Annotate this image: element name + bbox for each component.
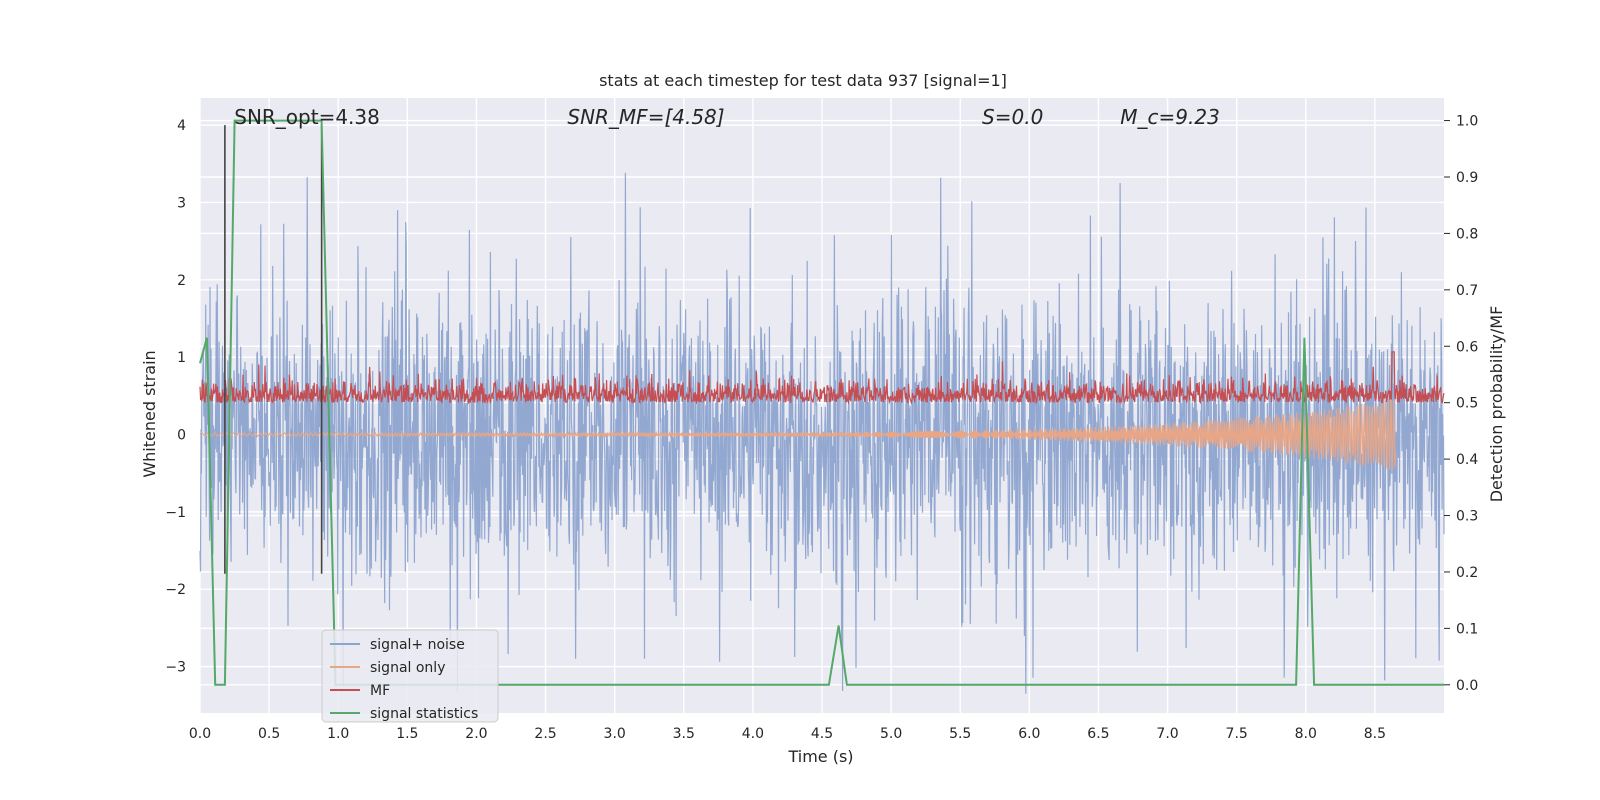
x-tick-label: 0.5 (258, 726, 280, 742)
x-tick-label: 7.5 (1226, 726, 1248, 742)
legend-entry: signal statistics (370, 706, 478, 722)
series-signal-only (199, 398, 1397, 470)
y-tick-label-left: −3 (165, 660, 186, 676)
x-tick-label: 8.5 (1364, 726, 1386, 742)
y-axis-label-left: Whitened strain (140, 350, 159, 477)
axes: 0.0 0.5 1.0 1.5 2.0 2.5 3.0 3.5 4.0 4.5 5.0 5.5 6.0 6… (165, 114, 1478, 742)
x-tick-label: 5.0 (880, 726, 902, 742)
annotation-snr-mf: SNR_MF=[4.58] (567, 105, 724, 129)
x-tick-label: 2.0 (465, 726, 487, 742)
y-tick-label-left: 1 (177, 350, 186, 366)
y-tick-label-right: 0.4 (1456, 452, 1478, 468)
legend-entry: MF (370, 683, 390, 699)
x-tick-label: 7.0 (1156, 726, 1178, 742)
series-mf (199, 351, 1445, 405)
y-tick-label-right: 0.5 (1456, 396, 1478, 412)
x-tick-label: 6.5 (1087, 726, 1109, 742)
y-tick-label-right: 0.8 (1456, 226, 1478, 242)
x-tick-label: 1.0 (327, 726, 349, 742)
x-tick-label: 3.5 (673, 726, 695, 742)
legend-entry: signal+ noise (370, 637, 465, 653)
y-tick-label-left: 4 (177, 118, 186, 134)
y-tick-label-right: 0.7 (1456, 283, 1478, 299)
y-tick-label-right: 1.0 (1456, 114, 1478, 130)
y-tick-label-left: −1 (165, 505, 186, 521)
y-tick-label-right: 0.0 (1456, 678, 1478, 694)
y-tick-label-left: 3 (177, 195, 186, 211)
x-tick-label: 3.0 (604, 726, 626, 742)
y-tick-label-right: 0.6 (1456, 339, 1478, 355)
y-tick-label-left: 2 (177, 273, 186, 289)
y-tick-label-left: 0 (177, 428, 186, 444)
series-layer (199, 119, 1445, 694)
annotation-mc-value: M_c=9.23 (1120, 105, 1220, 129)
x-tick-label: 1.5 (396, 726, 418, 742)
legend-entry: signal only (370, 660, 445, 676)
annotations: SNR_opt=4.38 SNR_MF=[4.58] S=0.0 M_c=9.23 (234, 105, 1220, 129)
x-tick-label: 5.5 (949, 726, 971, 742)
annotation-snr-opt: SNR_opt=4.38 (234, 105, 380, 129)
y-tick-label-right: 0.9 (1456, 170, 1478, 186)
y-tick-label-left: −2 (165, 582, 186, 598)
x-tick-label: 6.0 (1018, 726, 1040, 742)
annotation-s-value: S=0.0 (982, 105, 1043, 129)
x-tick-label: 4.5 (811, 726, 833, 742)
legend[interactable]: signal+ noise signal only MF signal statist… (321, 629, 499, 723)
x-tick-label: 4.0 (742, 726, 764, 742)
y-tick-label-right: 0.1 (1456, 621, 1478, 637)
x-axis-label: Time (s) (787, 747, 853, 766)
chart-title: stats at each timestep for test data 937… (599, 71, 1007, 90)
y-axis-label-right: Detection probability/MF (1487, 306, 1506, 503)
y-tick-label-right: 0.2 (1456, 565, 1478, 581)
x-tick-label: 2.5 (534, 726, 556, 742)
y-tick-label-right: 0.3 (1456, 509, 1478, 525)
x-tick-label: 8.0 (1295, 726, 1317, 742)
legend-box (321, 629, 499, 723)
series-signal-noise (199, 172, 1445, 694)
x-tick-label: 0.0 (189, 726, 211, 742)
